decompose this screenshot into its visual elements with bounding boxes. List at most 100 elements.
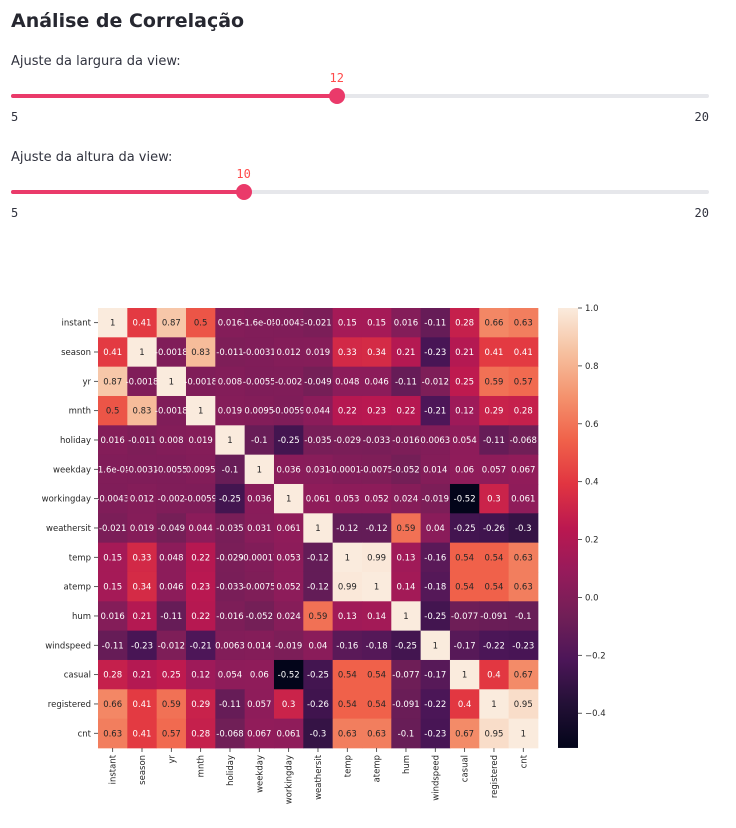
x-tick-label: holiday bbox=[226, 755, 236, 786]
y-tick-label: cnt bbox=[78, 729, 92, 739]
height-slider-track[interactable] bbox=[11, 185, 709, 199]
heatmap-cell bbox=[391, 454, 422, 485]
heatmap-cell-label: 1 bbox=[169, 377, 174, 387]
heatmap-cell bbox=[185, 571, 216, 602]
heatmap-cell bbox=[449, 395, 480, 426]
heatmap-cell bbox=[449, 571, 480, 602]
height-slider-max: 20 bbox=[694, 206, 709, 220]
heatmap-cell bbox=[420, 425, 451, 456]
heatmap-cell bbox=[391, 395, 422, 426]
heatmap-cell-label: -0.0018 bbox=[155, 407, 188, 417]
heatmap-cell bbox=[420, 454, 451, 485]
heatmap-cell bbox=[215, 689, 246, 720]
y-tick-label: temp bbox=[69, 553, 91, 563]
heatmap-cell bbox=[185, 513, 216, 544]
heatmap-cell-label: 0.016 bbox=[100, 436, 124, 446]
heatmap-cell-label: 0.15 bbox=[367, 319, 386, 329]
heatmap-cell-label: 0.59 bbox=[396, 524, 415, 534]
heatmap-cell bbox=[303, 571, 334, 602]
heatmap-cell-label: -0.52 bbox=[278, 671, 300, 681]
width-slider-max: 20 bbox=[694, 110, 709, 124]
heatmap-cell bbox=[391, 542, 422, 573]
width-slider-track[interactable] bbox=[11, 89, 709, 103]
heatmap-cell bbox=[273, 425, 304, 456]
x-tick-label: weathersit bbox=[314, 754, 324, 800]
heatmap-cell bbox=[479, 425, 510, 456]
heatmap-cell bbox=[156, 630, 187, 661]
heatmap-cell bbox=[244, 513, 275, 544]
heatmap-cell-label: -0.18 bbox=[366, 641, 388, 651]
heatmap-cell-label: 0.54 bbox=[455, 583, 474, 593]
height-slider-value: 10 bbox=[236, 167, 251, 181]
colorbar-tick-label: −0.4 bbox=[585, 709, 606, 719]
heatmap-cell bbox=[244, 366, 275, 397]
heatmap-cell bbox=[127, 513, 158, 544]
heatmap-cell-label: 0.54 bbox=[338, 671, 357, 681]
heatmap-cell-label: 0.014 bbox=[247, 641, 271, 651]
heatmap-cell-label: 0.22 bbox=[191, 612, 210, 622]
heatmap-cell-label: -0.0031 bbox=[243, 348, 276, 358]
heatmap-cell bbox=[185, 395, 216, 426]
heatmap-cell bbox=[273, 366, 304, 397]
heatmap-cell-label: 0.0063 bbox=[215, 641, 245, 651]
heatmap-cell bbox=[156, 366, 187, 397]
heatmap-cell bbox=[420, 513, 451, 544]
heatmap-cell-label: 1 bbox=[403, 612, 408, 622]
heatmap-cell-label: -0.25 bbox=[395, 641, 417, 651]
x-tick-label: season bbox=[138, 755, 148, 785]
heatmap-cell-label: -0.011 bbox=[128, 436, 155, 446]
heatmap-cell-label: 0.024 bbox=[394, 495, 418, 505]
heatmap-cell-label: 0.21 bbox=[396, 348, 415, 358]
heatmap-cell-label: -0.0043 bbox=[96, 495, 129, 505]
heatmap-cell bbox=[420, 718, 451, 749]
heatmap-cell-label: -0.0043 bbox=[272, 319, 305, 329]
x-tick-label: instant bbox=[109, 754, 119, 784]
heatmap-cell bbox=[127, 718, 158, 749]
heatmap-cell bbox=[420, 483, 451, 514]
heatmap-cell-label: -0.035 bbox=[216, 524, 243, 534]
heatmap-cell bbox=[273, 308, 304, 338]
heatmap-cell bbox=[127, 483, 158, 514]
heatmap-cell bbox=[185, 659, 216, 690]
heatmap-cell bbox=[215, 454, 246, 485]
heatmap-cell bbox=[391, 630, 422, 661]
heatmap-cell-label: -1.6e-05 bbox=[241, 319, 277, 329]
heatmap-cell bbox=[98, 542, 128, 573]
heatmap-cell bbox=[420, 337, 451, 368]
heatmap-cell bbox=[420, 366, 451, 397]
heatmap-cell-label: 0.3 bbox=[487, 495, 501, 505]
y-tick-label: workingday bbox=[42, 495, 91, 505]
heatmap-cell-label: -0.18 bbox=[424, 583, 446, 593]
x-tick-label: windspeed bbox=[431, 755, 441, 801]
heatmap-cell-label: 0.99 bbox=[338, 583, 357, 593]
y-tick-label: casual bbox=[64, 671, 91, 681]
heatmap-cell bbox=[420, 571, 451, 602]
x-tick-label: yr bbox=[167, 754, 177, 763]
heatmap-cell-label: -0.12 bbox=[307, 553, 329, 563]
heatmap-cell bbox=[127, 395, 158, 426]
heatmap-cell bbox=[98, 659, 128, 690]
heatmap-cell-label: 0.41 bbox=[133, 729, 152, 739]
heatmap-cell-label: 0.067 bbox=[511, 465, 535, 475]
heatmap-cell bbox=[508, 337, 539, 368]
heatmap-cell-label: 0.0095 bbox=[244, 407, 274, 417]
heatmap-cell-label: 0.59 bbox=[309, 612, 328, 622]
heatmap-cell-label: 0.14 bbox=[396, 583, 415, 593]
x-tick-label: registered bbox=[490, 755, 500, 798]
heatmap-cell bbox=[449, 601, 480, 632]
heatmap-cell bbox=[98, 483, 128, 514]
heatmap-cell-label: 0.63 bbox=[514, 319, 533, 329]
heatmap-cell-label: 0.061 bbox=[306, 495, 330, 505]
heatmap-cell bbox=[479, 513, 510, 544]
heatmap-cell bbox=[391, 308, 422, 338]
width-slider-thumb[interactable] bbox=[329, 89, 344, 103]
heatmap-cell-label: 0.15 bbox=[338, 319, 357, 329]
heatmap-cell bbox=[449, 483, 480, 514]
height-slider-thumb[interactable] bbox=[236, 185, 251, 199]
heatmap-cell-label: 0.28 bbox=[514, 407, 533, 417]
colorbar-tick-label: 0.6 bbox=[585, 420, 599, 430]
heatmap-cell bbox=[449, 366, 480, 397]
heatmap-cell-label: 0.048 bbox=[159, 553, 183, 563]
heatmap-cell bbox=[508, 659, 539, 690]
heatmap-cell bbox=[273, 542, 304, 573]
